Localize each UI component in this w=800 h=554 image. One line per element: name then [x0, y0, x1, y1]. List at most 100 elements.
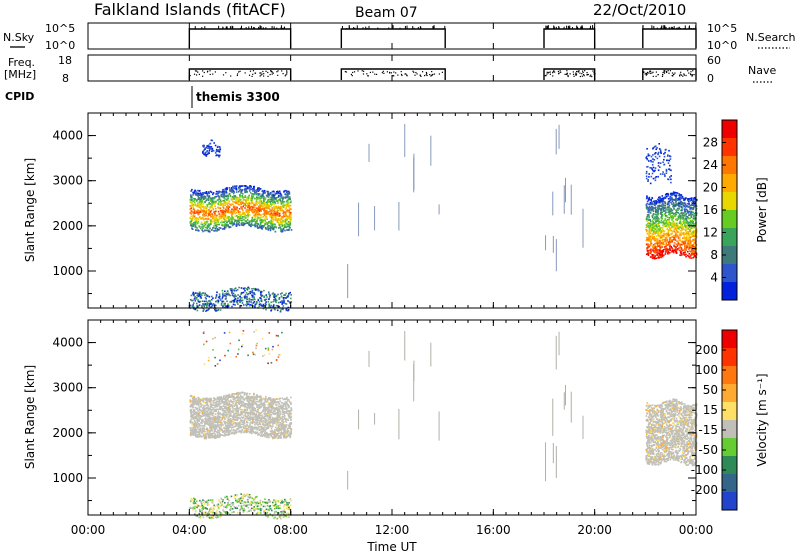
- heatmap-cell: [226, 203, 229, 206]
- heatmap-cell: [656, 209, 658, 211]
- heatmap-cell: [242, 287, 245, 290]
- heatmap-cell: [217, 210, 220, 213]
- heatmap-cell: [694, 247, 697, 249]
- heatmap-cell: [207, 203, 210, 205]
- heatmap-cell: [278, 190, 281, 193]
- heatmap-cell: [674, 236, 676, 239]
- heatmap-cell: [684, 209, 687, 211]
- heatmap-cell: [247, 293, 250, 295]
- heatmap-cell: [275, 226, 278, 229]
- heatmap-cell: [195, 226, 197, 229]
- heatmap-cell: [217, 192, 220, 194]
- heatmap-cell: [205, 192, 208, 195]
- heatmap-cell: [210, 229, 213, 231]
- heatmap-cell: [662, 207, 665, 210]
- heatmap-cell: [680, 247, 683, 249]
- heatmap-cell: [231, 290, 233, 292]
- heatmap-cell: [233, 198, 235, 200]
- heatmap-cell: [239, 194, 241, 196]
- heatmap-cell: [654, 213, 656, 216]
- heatmap-cell: [695, 207, 698, 210]
- heatmap-cell: [259, 206, 262, 209]
- heatmap-cell: [239, 199, 241, 201]
- heatmap-cell: [260, 294, 262, 297]
- nave-point: [259, 75, 261, 77]
- heatmap-cell: [281, 208, 283, 211]
- heatmap-cell: [682, 220, 685, 223]
- heatmap-cell: [260, 195, 263, 198]
- heatmap-cell: [225, 195, 227, 198]
- heatmap-cell: [196, 199, 198, 201]
- heatmap-cell: [679, 232, 682, 235]
- heatmap-cell: [677, 237, 680, 239]
- heatmap-cell: [648, 229, 651, 231]
- heatmap-cell: [268, 410, 271, 413]
- heatmap-cell: [205, 199, 207, 202]
- heatmap-cell: [647, 244, 649, 247]
- heatmap-cell: [264, 435, 266, 438]
- heatmap-cell: [689, 246, 692, 249]
- nave-point: [586, 72, 588, 74]
- nave-point: [683, 74, 685, 76]
- heatmap-cell: [249, 188, 251, 190]
- heatmap-cell: [265, 205, 267, 207]
- heatmap-cell: [233, 288, 236, 290]
- heatmap-cell: [666, 232, 668, 235]
- heatmap-cell: [274, 300, 277, 302]
- heatmap-cell: [211, 197, 213, 199]
- heatmap-cell: [689, 222, 692, 225]
- heatmap-cell: [667, 211, 669, 214]
- heatmap-cell: [215, 295, 218, 298]
- heatmap-cell: [262, 410, 264, 413]
- heatmap-cell: [666, 247, 668, 250]
- heatmap-cell: [670, 175, 672, 177]
- heatmap-cell: [290, 297, 292, 300]
- heatmap-cell: [204, 296, 207, 299]
- heatmap-cell: [257, 187, 259, 189]
- heatmap-cell: [645, 243, 648, 246]
- heatmap-cell: [682, 203, 684, 206]
- heatmap-cell: [675, 249, 678, 251]
- heatmap-cell: [687, 241, 690, 244]
- heatmap-cell: [691, 213, 694, 216]
- heatmap-cell: [254, 223, 256, 226]
- nave-point: [581, 75, 583, 77]
- heatmap-cell: [192, 204, 195, 206]
- heatmap-cell: [665, 221, 668, 223]
- heatmap-cell: [276, 213, 279, 216]
- heatmap-cell: [264, 223, 266, 226]
- heatmap-cell: [195, 217, 197, 219]
- heatmap-cell: [201, 294, 203, 296]
- heatmap-cell: [228, 293, 230, 296]
- heatmap-cell: [667, 193, 669, 196]
- heatmap-cell: [259, 297, 261, 299]
- heatmap-cell: [278, 198, 281, 201]
- heatmap-cell: [658, 229, 660, 232]
- heatmap-cell: [654, 233, 656, 235]
- heatmap-cell: [232, 216, 234, 219]
- nave-point: [682, 75, 684, 77]
- heatmap-cell: [200, 429, 203, 432]
- heatmap-cell: [275, 225, 277, 228]
- heatmap-cell: [206, 221, 208, 224]
- heatmap-cell: [287, 201, 289, 203]
- heatmap-cell: [256, 408, 259, 411]
- heatmap-cell: [659, 248, 661, 250]
- heatmap-cell: [196, 305, 199, 308]
- heatmap-cell: [197, 209, 200, 212]
- heatmap-cell: [257, 212, 259, 214]
- heatmap-cell: [669, 195, 672, 198]
- heatmap-cell: [283, 294, 285, 297]
- heatmap-cell: [245, 292, 248, 294]
- heatmap-cell: [202, 205, 205, 208]
- nave-point: [690, 71, 692, 73]
- heatmap-cell: [670, 201, 672, 204]
- heatmap-cell: [658, 207, 661, 210]
- heatmap-cell: [683, 248, 686, 251]
- heatmap-cell: [249, 223, 252, 226]
- heatmap-cell: [254, 216, 256, 219]
- heatmap-cell: [237, 303, 239, 305]
- heatmap-cell: [282, 203, 285, 205]
- heatmap-cell: [288, 206, 290, 208]
- heatmap-cell: [687, 224, 689, 226]
